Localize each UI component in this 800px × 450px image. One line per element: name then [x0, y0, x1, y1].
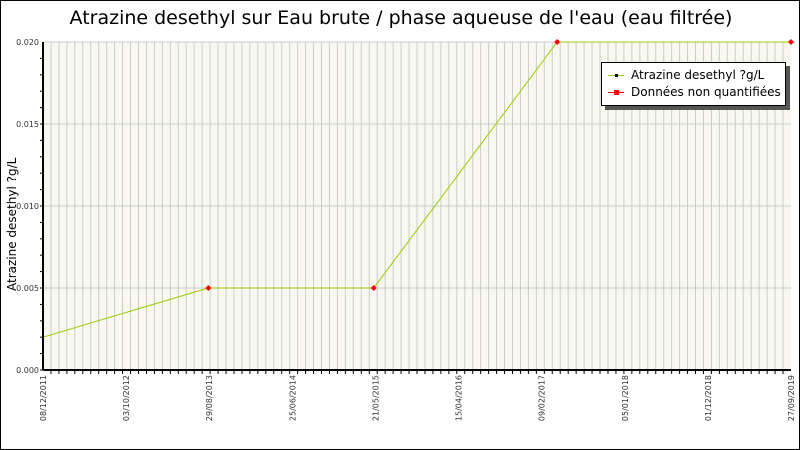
- data-point-unquantified: [370, 285, 377, 291]
- x-tick-label: 15/04/2016: [455, 375, 464, 421]
- x-tick-label: 29/08/2013: [205, 375, 214, 421]
- legend-item-unquantified: Données non quantifiées: [608, 84, 781, 100]
- chart-title: Atrazine desethyl sur Eau brute / phase …: [69, 7, 733, 29]
- x-tick-label: 09/02/2017: [538, 375, 547, 421]
- data-point-unquantified: [205, 285, 212, 291]
- data-point-unquantified: [788, 39, 794, 45]
- legend-label-measured: Atrazine desethyl ?g/L: [631, 68, 765, 82]
- x-tick-label: 21/05/2015: [371, 375, 380, 421]
- data-point-unquantified: [554, 39, 561, 45]
- legend-label-unquantified: Données non quantifiées: [631, 85, 781, 99]
- x-tick-label: 05/01/2018: [621, 375, 630, 421]
- legend-swatch-measured: [608, 73, 624, 77]
- legend-item-measured: Atrazine desethyl ?g/L: [608, 67, 764, 83]
- y-tick-label: 0.010: [16, 202, 39, 211]
- x-tick-label: 08/12/2011: [39, 375, 48, 421]
- legend: Atrazine desethyl ?g/L Données non quant…: [601, 62, 786, 106]
- y-tick-label: 0.000: [16, 366, 39, 375]
- x-tick-label: 27/09/2019: [787, 375, 796, 421]
- data-point-measured: [42, 336, 44, 339]
- y-tick-label: 0.015: [16, 120, 39, 129]
- legend-swatch-unquantified: [608, 89, 624, 95]
- x-tick-label: 01/12/2018: [704, 375, 713, 421]
- x-tick-label: 03/10/2012: [122, 375, 131, 421]
- x-tick-label: 25/06/2014: [288, 375, 297, 421]
- y-tick-label: 0.020: [16, 38, 39, 47]
- y-tick-label: 0.005: [16, 284, 39, 293]
